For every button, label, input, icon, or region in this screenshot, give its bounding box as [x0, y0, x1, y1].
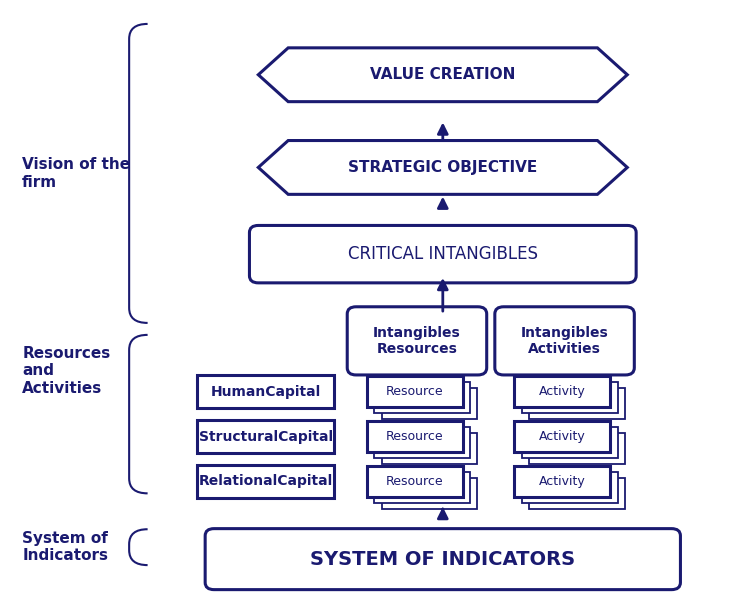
Text: CRITICAL INTANGIBLES: CRITICAL INTANGIBLES: [348, 245, 538, 263]
Text: Resource: Resource: [386, 475, 444, 488]
Bar: [197, 420, 334, 453]
Bar: [514, 421, 610, 452]
Bar: [197, 465, 334, 498]
FancyBboxPatch shape: [249, 225, 636, 283]
Bar: [529, 478, 625, 509]
Bar: [529, 388, 625, 419]
Bar: [522, 382, 618, 413]
Text: Resources
and
Activities: Resources and Activities: [22, 346, 111, 396]
Text: Vision of the
firm: Vision of the firm: [22, 157, 131, 190]
Bar: [374, 472, 470, 503]
Bar: [382, 433, 477, 464]
Bar: [514, 376, 610, 407]
Text: Intangibles
Resources: Intangibles Resources: [373, 326, 461, 356]
Text: Resource: Resource: [386, 430, 444, 443]
Polygon shape: [258, 141, 627, 194]
Bar: [197, 376, 334, 408]
Text: Intangibles
Activities: Intangibles Activities: [521, 326, 608, 356]
Bar: [367, 421, 463, 452]
Bar: [374, 427, 470, 458]
Bar: [367, 466, 463, 497]
Bar: [514, 466, 610, 497]
FancyBboxPatch shape: [205, 529, 680, 590]
Text: System of
Indicators: System of Indicators: [22, 531, 108, 563]
FancyBboxPatch shape: [347, 307, 487, 375]
Bar: [382, 388, 477, 419]
Bar: [522, 427, 618, 458]
Text: HumanCapital: HumanCapital: [210, 385, 321, 399]
Text: Activity: Activity: [539, 385, 586, 398]
FancyBboxPatch shape: [494, 307, 634, 375]
Bar: [367, 376, 463, 407]
Polygon shape: [258, 48, 627, 102]
Bar: [374, 382, 470, 413]
Text: STRATEGIC OBJECTIVE: STRATEGIC OBJECTIVE: [348, 160, 537, 175]
Text: Activity: Activity: [539, 430, 586, 443]
Text: RelationalCapital: RelationalCapital: [199, 474, 333, 489]
Bar: [382, 478, 477, 509]
Text: VALUE CREATION: VALUE CREATION: [370, 67, 515, 83]
Text: SYSTEM OF INDICATORS: SYSTEM OF INDICATORS: [310, 550, 576, 569]
Text: StructuralCapital: StructuralCapital: [199, 429, 333, 444]
Text: Resource: Resource: [386, 385, 444, 398]
Bar: [522, 472, 618, 503]
Text: Activity: Activity: [539, 475, 586, 488]
Bar: [529, 433, 625, 464]
